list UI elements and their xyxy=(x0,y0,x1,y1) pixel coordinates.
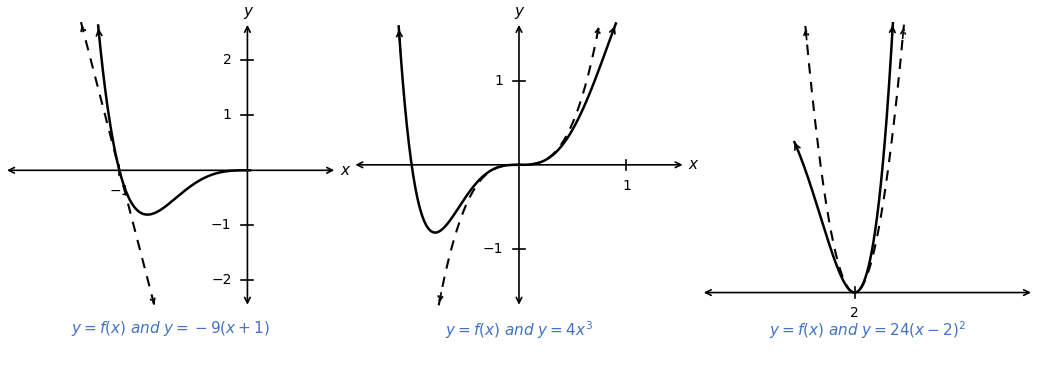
Text: y: y xyxy=(515,4,523,19)
Text: −1: −1 xyxy=(109,184,130,198)
Text: 1: 1 xyxy=(494,74,503,88)
Text: 1: 1 xyxy=(222,108,231,122)
Text: 2: 2 xyxy=(850,306,859,320)
Text: $y = f(x)$ and $y = 4x^3$: $y = f(x)$ and $y = 4x^3$ xyxy=(445,319,593,341)
Text: 2: 2 xyxy=(223,54,231,68)
Text: 1: 1 xyxy=(622,178,631,192)
Text: $y = f(x)$ and $y = -9(x+1)$: $y = f(x)$ and $y = -9(x+1)$ xyxy=(72,319,270,338)
Text: −2: −2 xyxy=(211,273,231,287)
Text: −1: −1 xyxy=(483,242,503,256)
Text: x: x xyxy=(689,158,698,172)
Text: −1: −1 xyxy=(211,218,231,232)
Text: x: x xyxy=(340,163,350,178)
Text: y: y xyxy=(243,4,252,19)
Text: $y = f(x)$ and $y = 24(x-2)^2$: $y = f(x)$ and $y = 24(x-2)^2$ xyxy=(769,319,966,341)
